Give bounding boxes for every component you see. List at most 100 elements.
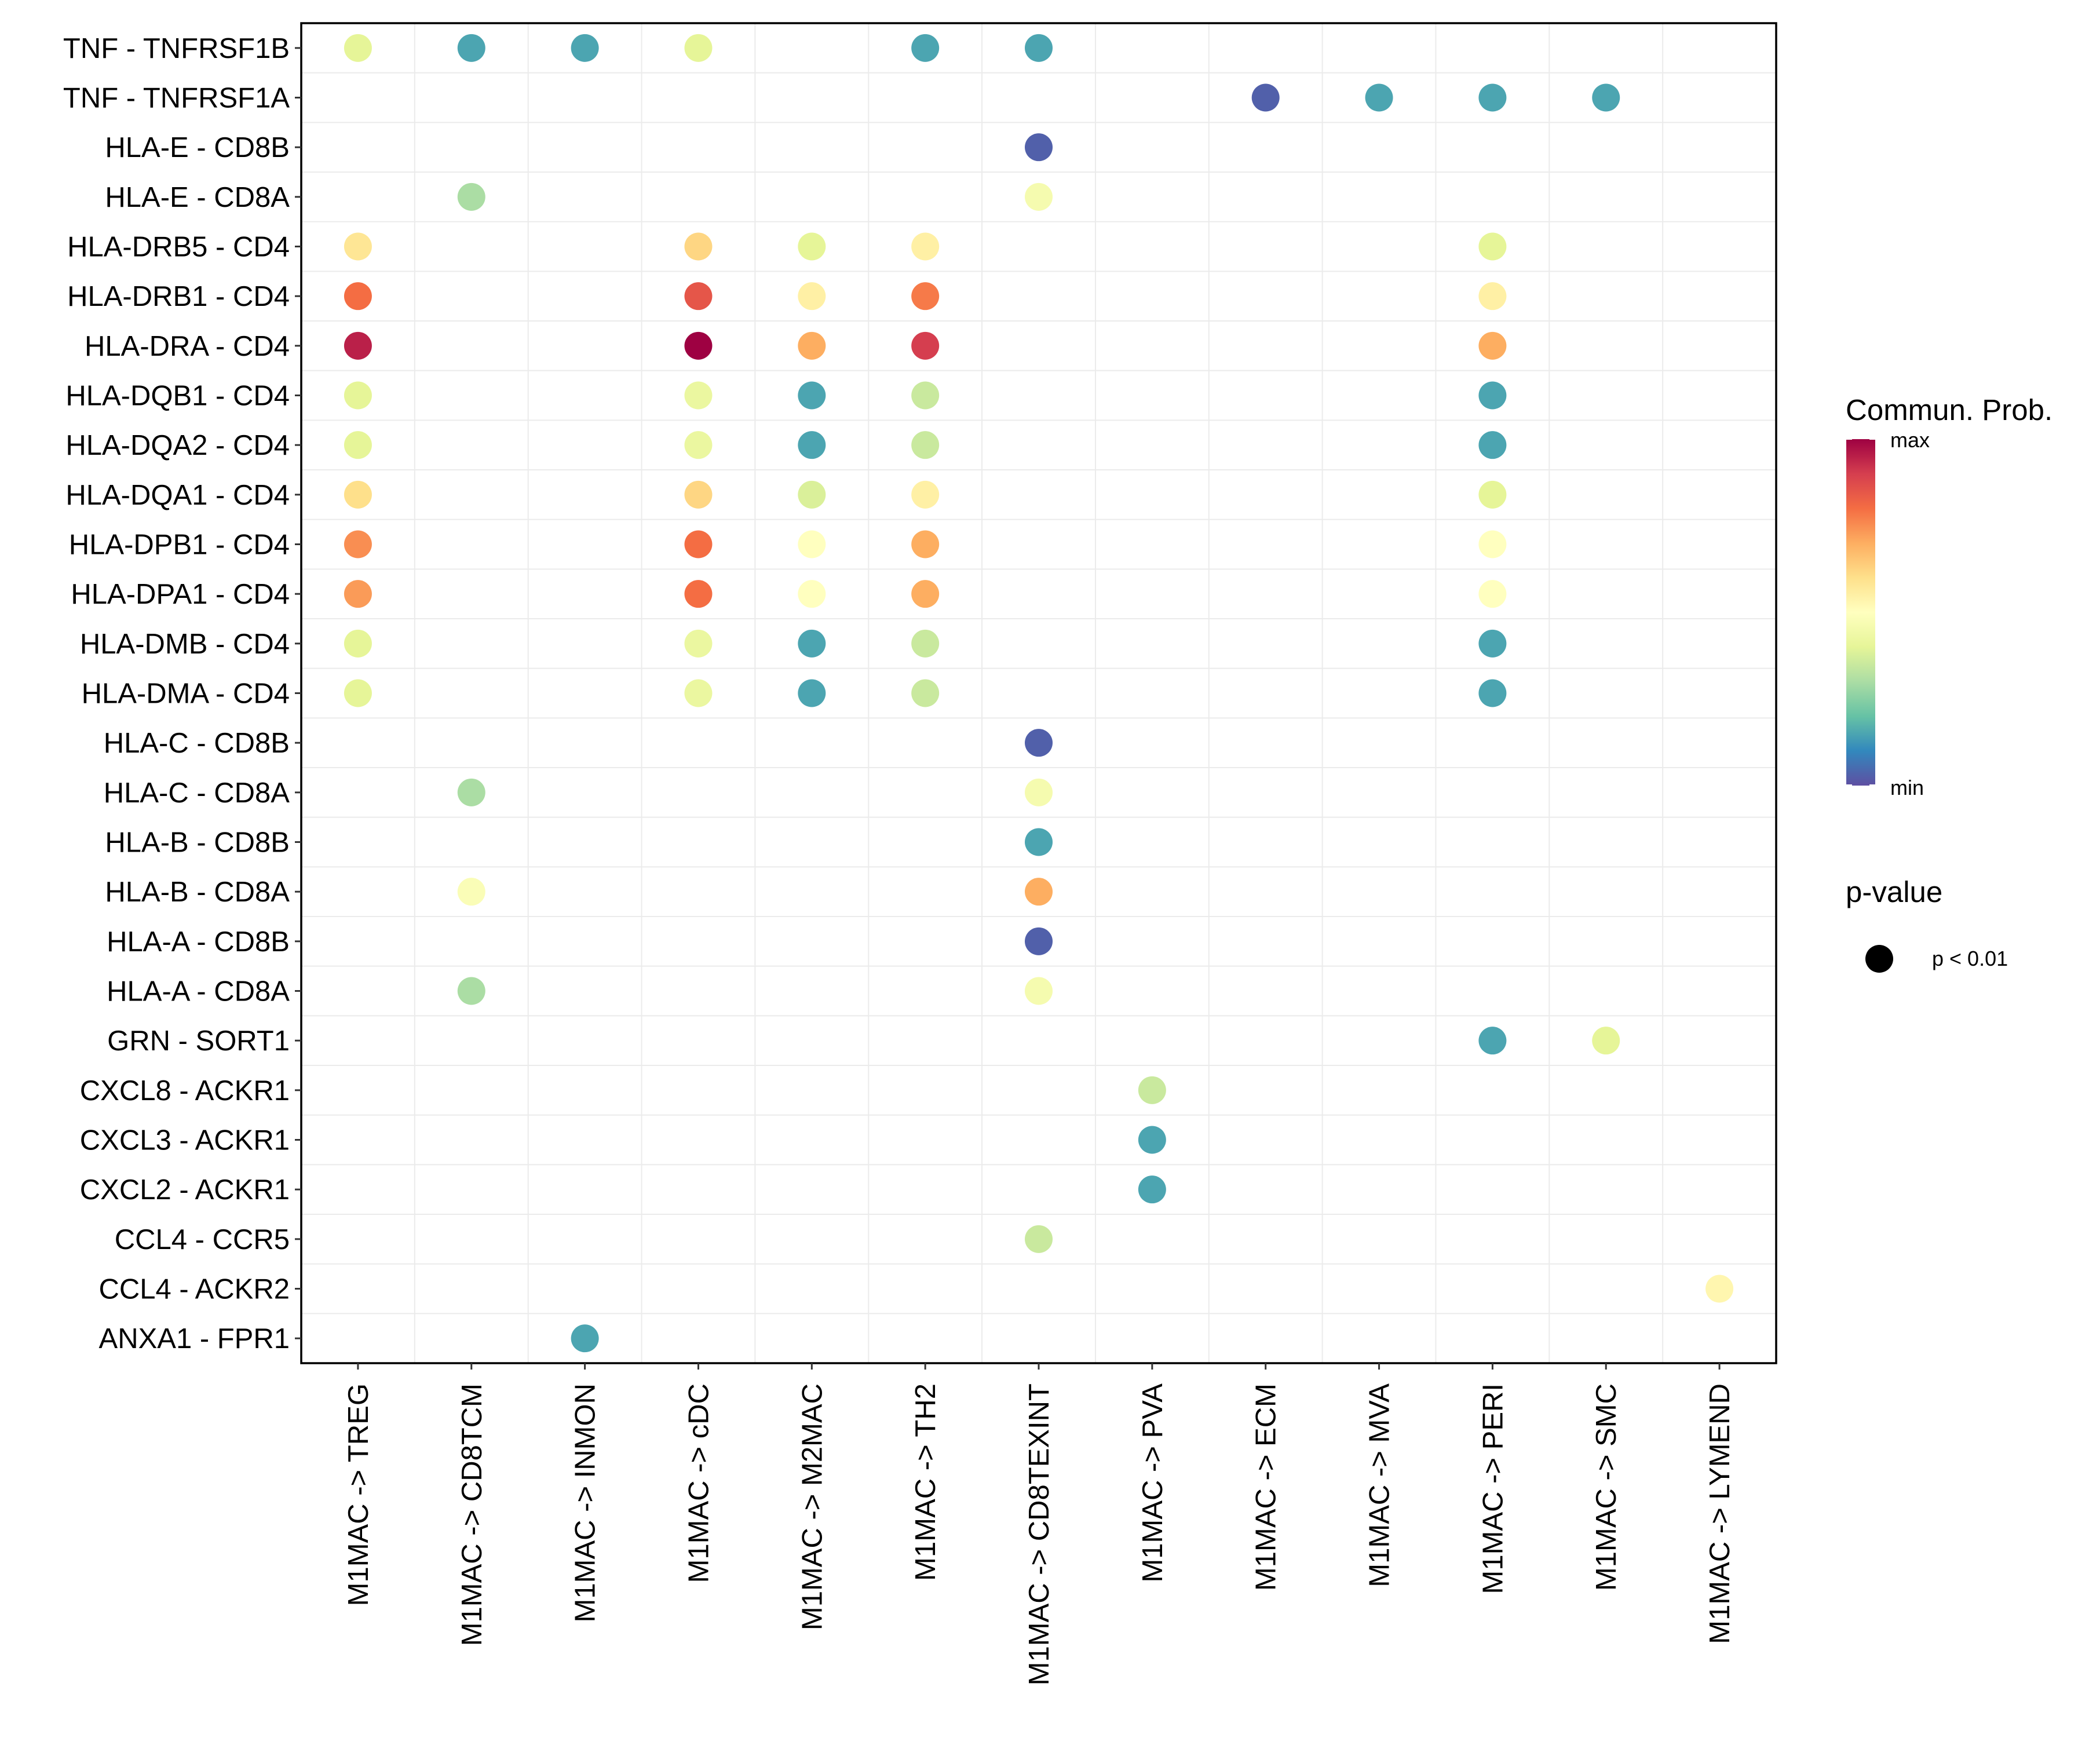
data-point [1592,83,1620,112]
data-point [1025,977,1053,1005]
data-point [344,381,372,410]
data-point [1025,133,1053,162]
data-point [1025,778,1053,806]
legend: Commun. Prob. max min p-value p < 0.01 [1846,393,2052,973]
data-point [684,431,713,459]
y-tick-label: HLA-DRB1 - CD4 [67,281,290,312]
y-tick-label: TNF - TNFRSF1B [63,33,290,64]
data-point [911,679,940,707]
data-point [911,232,940,261]
data-point [798,331,826,360]
data-point [1251,83,1280,112]
data-point [798,232,826,261]
data-point [457,878,485,906]
data-point [1478,629,1507,658]
y-tick-label: HLA-DQB1 - CD4 [65,381,290,412]
data-point [1478,530,1507,558]
data-point [344,480,372,509]
y-tick-label: TNF - TNFRSF1A [63,83,290,114]
data-point [1478,331,1507,360]
data-point [344,232,372,261]
data-point [1478,1027,1507,1055]
data-point [798,381,826,410]
data-point [911,580,940,608]
color-bar [1846,439,1875,786]
data-point [1025,182,1053,211]
x-tick-label: M1MAC -> ECM [1251,1383,1282,1591]
data-point [684,381,713,410]
data-point [344,331,372,360]
data-point [684,629,713,658]
size-legend-title: p-value [1846,875,1942,908]
y-tick-label: HLA-DRB5 - CD4 [67,232,290,263]
data-point [344,580,372,608]
y-tick-label: HLA-A - CD8B [107,926,290,958]
y-tick-label: HLA-DMB - CD4 [80,629,290,660]
y-tick-label: HLA-C - CD8A [104,777,290,809]
data-point [1025,1225,1053,1253]
x-tick-label: M1MAC -> TREG [343,1383,374,1606]
data-point [684,580,713,608]
data-point [911,629,940,658]
data-point [1025,34,1053,62]
size-legend-label: p < 0.01 [1932,947,2008,970]
y-tick-label: HLA-DRA - CD4 [85,331,290,362]
data-point [798,480,826,509]
data-point [1478,381,1507,410]
data-point [1478,679,1507,707]
data-point [1478,480,1507,509]
data-point [571,34,599,62]
y-tick-label: HLA-DQA1 - CD4 [65,480,290,511]
data-point [344,34,372,62]
color-legend-min-label: min [1890,776,1924,799]
data-point [571,1324,599,1353]
data-point [1025,878,1053,906]
y-tick-label: CCL4 - CCR5 [115,1224,290,1255]
y-tick-label: GRN - SORT1 [107,1025,290,1057]
y-tick-label: CCL4 - ACKR2 [98,1274,290,1305]
x-tick-label: M1MAC -> TH2 [910,1383,941,1581]
data-point [684,530,713,558]
data-point [1025,828,1053,856]
x-tick-label: M1MAC -> SMC [1591,1383,1622,1591]
data-point [911,381,940,410]
data-point [911,431,940,459]
data-point [911,34,940,62]
data-point [798,530,826,558]
data-point [684,282,713,311]
y-tick-label: HLA-B - CD8B [105,827,290,859]
data-point [1478,232,1507,261]
data-point [798,580,826,608]
data-point [344,431,372,459]
data-point [1478,580,1507,608]
y-tick-label: HLA-A - CD8A [107,976,290,1007]
data-point [684,331,713,360]
y-tick-label: HLA-B - CD8A [105,877,290,908]
color-legend-max-label: max [1890,428,1930,452]
data-point [798,282,826,311]
data-point [684,232,713,261]
data-point [911,530,940,558]
size-legend-key [1865,945,1893,973]
data-point [684,480,713,509]
data-point [457,778,485,806]
color-legend-title: Commun. Prob. [1846,393,2052,426]
x-tick-label: M1MAC -> INMON [570,1383,601,1622]
y-tick-label: HLA-DMA - CD4 [82,678,290,710]
y-tick-label: HLA-E - CD8B [105,132,290,163]
data-point [1478,282,1507,311]
x-tick-label: M1MAC -> MVA [1364,1383,1396,1587]
data-point [1705,1275,1734,1303]
y-tick-label: HLA-E - CD8A [105,182,290,213]
data-point [1138,1076,1166,1104]
y-axis: TNF - TNFRSF1B TNF - TNFRSF1A HLA-E - CD8B… [63,33,301,1354]
y-tick-label: HLA-DPA1 - CD4 [71,579,290,610]
data-point [911,282,940,311]
y-tick-label: HLA-DQA2 - CD4 [65,430,290,461]
data-point [344,679,372,707]
grid-lines [301,23,1777,1364]
data-point [684,34,713,62]
y-tick-label: CXCL2 - ACKR1 [80,1174,290,1206]
y-tick-label: CXCL3 - ACKR1 [80,1125,290,1156]
